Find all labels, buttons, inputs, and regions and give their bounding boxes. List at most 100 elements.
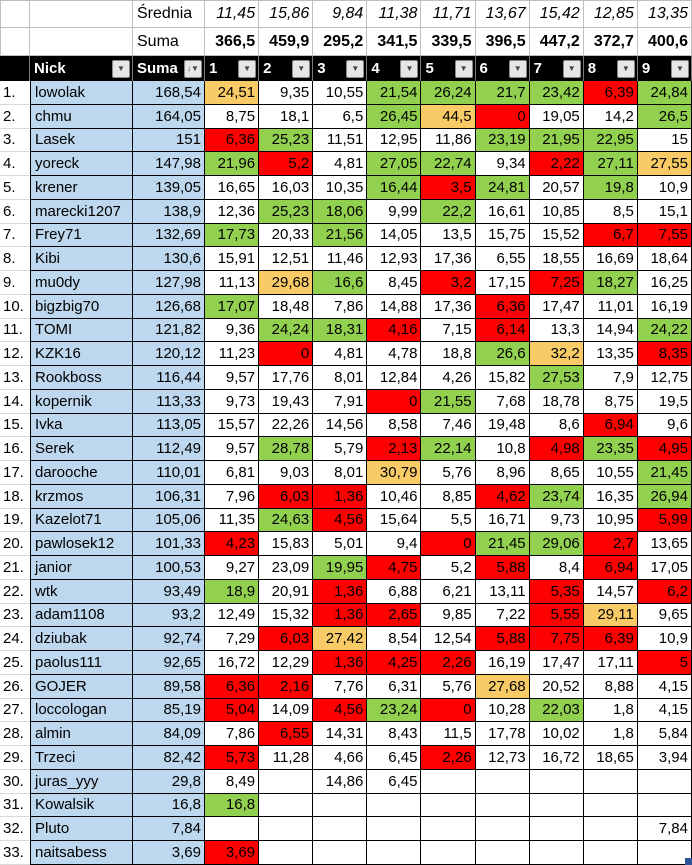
score-cell[interactable]: 0	[475, 104, 530, 129]
score-cell[interactable]: 6,36	[205, 674, 260, 699]
suma-cell[interactable]: 93,2	[133, 603, 205, 628]
score-cell[interactable]: 22,14	[421, 437, 476, 461]
nick-cell[interactable]: juras_yyy	[30, 769, 133, 794]
score-cell[interactable]: 4,98	[529, 437, 584, 461]
nick-cell[interactable]: naitsabess	[30, 841, 133, 865]
score-cell[interactable]: 17,15	[475, 271, 530, 295]
round-1-filter-button[interactable]: ▼	[238, 59, 257, 78]
score-cell[interactable]	[367, 817, 422, 841]
nick-filter-button[interactable]: ▼	[112, 59, 130, 78]
score-cell[interactable]: 6,03	[259, 484, 314, 509]
score-cell[interactable]: 22,2	[421, 199, 476, 224]
score-cell[interactable]: 4,56	[313, 508, 368, 533]
round-4-filter-button[interactable]: ▼	[400, 59, 419, 78]
score-cell[interactable]: 10,9	[637, 627, 692, 651]
score-cell[interactable]: 9,73	[529, 508, 584, 533]
suma-cell[interactable]: 106,31	[133, 484, 205, 509]
suma-cell[interactable]: 112,49	[133, 437, 205, 461]
score-cell[interactable]: 2,26	[421, 746, 476, 770]
score-cell[interactable]: 8,96	[475, 461, 530, 485]
score-cell[interactable]: 27,53	[529, 366, 584, 390]
nick-cell[interactable]: krener	[30, 176, 133, 200]
nick-cell[interactable]: lowolak	[30, 81, 133, 105]
nick-cell[interactable]: yoreck	[30, 152, 133, 176]
score-cell[interactable]: 15,91	[205, 247, 260, 271]
average-value[interactable]: 11,38	[367, 0, 422, 28]
score-cell[interactable]: 24,22	[637, 318, 692, 343]
score-cell[interactable]: 7,55	[637, 223, 692, 248]
score-cell[interactable]: 18,48	[259, 294, 314, 319]
score-cell[interactable]: 4,78	[367, 342, 422, 366]
score-cell[interactable]: 5,88	[475, 556, 530, 580]
score-cell[interactable]: 7,29	[205, 627, 260, 651]
score-cell[interactable]: 12,49	[205, 603, 260, 628]
rank-cell[interactable]: 20.	[0, 532, 30, 556]
suma-cell[interactable]: 130,6	[133, 247, 205, 271]
score-cell[interactable]: 7,84	[637, 817, 692, 841]
score-cell[interactable]: 13,3	[529, 318, 584, 343]
score-cell[interactable]: 5,99	[637, 508, 692, 533]
average-label[interactable]: Średnia	[133, 0, 205, 28]
score-cell[interactable]: 8,43	[367, 722, 422, 746]
score-cell[interactable]: 18,1	[259, 104, 314, 129]
score-cell[interactable]: 0	[421, 532, 476, 556]
score-cell[interactable]: 6,94	[583, 556, 638, 580]
score-cell[interactable]: 6,81	[205, 461, 260, 485]
score-cell[interactable]: 18,06	[313, 199, 368, 224]
score-cell[interactable]: 17,07	[205, 294, 260, 319]
score-cell[interactable]: 16,44	[367, 176, 422, 200]
score-cell[interactable]: 26,45	[367, 104, 422, 129]
score-cell[interactable]: 17,36	[421, 247, 476, 271]
score-cell[interactable]	[421, 841, 476, 865]
suma-cell[interactable]: 89,58	[133, 674, 205, 699]
score-cell[interactable]: 8,54	[367, 627, 422, 651]
suma-cell[interactable]: 132,69	[133, 223, 205, 248]
average-value[interactable]: 15,86	[259, 0, 314, 28]
score-cell[interactable]: 2,7	[583, 532, 638, 556]
score-cell[interactable]: 44,5	[421, 104, 476, 129]
score-cell[interactable]: 4,56	[313, 698, 368, 723]
score-cell[interactable]: 11,13	[205, 271, 260, 295]
score-cell[interactable]: 10,46	[367, 484, 422, 509]
score-cell[interactable]: 6,7	[583, 223, 638, 248]
score-cell[interactable]: 8,58	[367, 413, 422, 438]
score-cell[interactable]: 12,95	[367, 128, 422, 153]
sum-value[interactable]: 341,5	[367, 28, 422, 56]
score-cell[interactable]	[583, 793, 638, 818]
score-cell[interactable]: 11,01	[583, 294, 638, 319]
score-cell[interactable]: 10,9	[637, 176, 692, 200]
rank-cell[interactable]: 8.	[0, 247, 30, 271]
score-cell[interactable]: 23,19	[475, 128, 530, 153]
nick-cell[interactable]: Frey71	[30, 223, 133, 248]
suma-cell[interactable]: 82,42	[133, 746, 205, 770]
average-row-nick-spacer[interactable]	[30, 0, 133, 28]
score-cell[interactable]: 11,35	[205, 508, 260, 533]
score-cell[interactable]: 15,52	[529, 223, 584, 248]
suma-cell[interactable]: 139,05	[133, 176, 205, 200]
score-cell[interactable]: 13,65	[637, 532, 692, 556]
score-cell[interactable]: 14,86	[313, 769, 368, 794]
score-cell[interactable]: 1,36	[313, 484, 368, 509]
score-cell[interactable]: 19,48	[475, 413, 530, 438]
score-cell[interactable]: 16,8	[205, 793, 260, 818]
suma-sort-filter-button[interactable]: ↓ ▼	[184, 59, 202, 78]
score-cell[interactable]: 16,65	[205, 176, 260, 200]
score-cell[interactable]: 7,76	[313, 674, 368, 699]
score-cell[interactable]: 4,62	[475, 484, 530, 509]
score-cell[interactable]: 8,01	[313, 366, 368, 390]
score-cell[interactable]: 1,36	[313, 651, 368, 675]
score-cell[interactable]	[259, 793, 314, 818]
score-cell[interactable]: 17,47	[529, 651, 584, 675]
score-cell[interactable]	[583, 769, 638, 794]
score-cell[interactable]: 5,79	[313, 437, 368, 461]
score-cell[interactable]: 2,65	[367, 603, 422, 628]
score-cell[interactable]: 9,65	[637, 603, 692, 628]
nick-cell[interactable]: kopernik	[30, 389, 133, 414]
score-cell[interactable]: 17,05	[637, 556, 692, 580]
score-cell[interactable]: 9,27	[205, 556, 260, 580]
score-cell[interactable]	[421, 793, 476, 818]
nick-cell[interactable]: janior	[30, 556, 133, 580]
score-cell[interactable]: 27,55	[637, 152, 692, 176]
score-cell[interactable]: 11,5	[421, 722, 476, 746]
nick-cell[interactable]: krzmos	[30, 484, 133, 509]
